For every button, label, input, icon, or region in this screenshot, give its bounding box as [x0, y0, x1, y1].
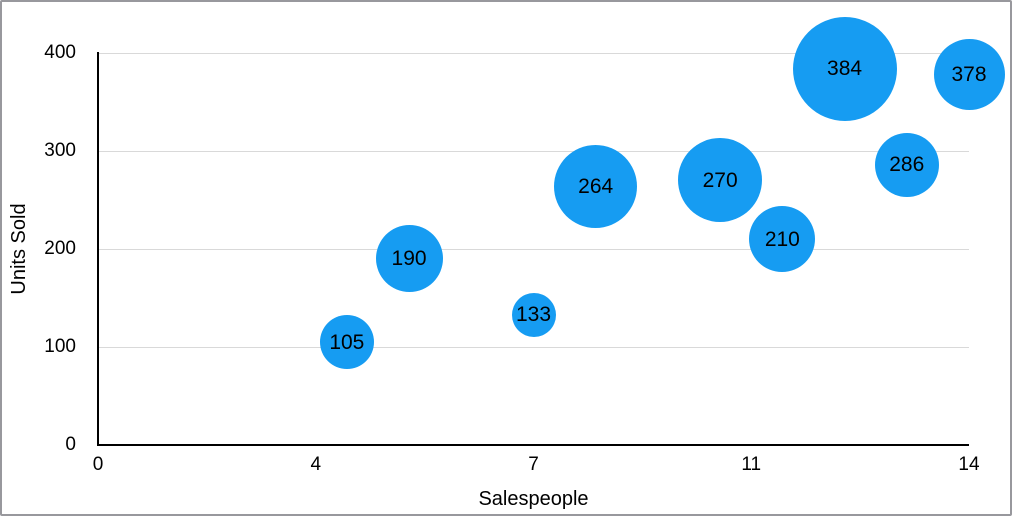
y-axis-line [97, 52, 99, 446]
x-tick-label-4: 4 [310, 454, 322, 475]
bubble-264[interactable]: 264 [554, 144, 638, 228]
bubble-value-label: 264 [578, 174, 614, 198]
bubble-value-label: 190 [391, 247, 427, 271]
bubble-value-label: 270 [702, 168, 738, 192]
y-tick-label-200: 200 [44, 238, 76, 259]
bubble-270[interactable]: 270 [678, 138, 763, 223]
bubble-190[interactable]: 190 [375, 225, 443, 293]
x-axis-title: Salespeople [478, 488, 589, 510]
y-tick-label-0: 0 [65, 434, 76, 455]
bubble-value-label: 105 [329, 330, 365, 354]
bubble-384[interactable]: 384 [792, 16, 897, 121]
bubble-210[interactable]: 210 [749, 206, 816, 273]
x-axis-line [97, 444, 969, 446]
y-tick-label-400: 400 [44, 42, 76, 63]
bubble-value-label: 210 [764, 227, 800, 251]
gridline-y-400 [98, 53, 969, 54]
gridline-y-300 [98, 151, 969, 152]
bubble-105[interactable]: 105 [319, 315, 374, 370]
bubble-value-label: 384 [827, 57, 863, 81]
gridline-y-100 [98, 347, 969, 348]
bubble-value-label: 133 [515, 303, 552, 327]
x-tick-label-14: 14 [958, 454, 980, 475]
bubble-133[interactable]: 133 [511, 292, 556, 337]
y-tick-label-100: 100 [44, 336, 76, 357]
bubble-value-label: 286 [889, 153, 925, 177]
y-tick-label-300: 300 [44, 140, 76, 161]
x-tick-label-0: 0 [92, 454, 104, 475]
x-tick-label-11: 11 [741, 454, 762, 475]
bubble-378[interactable]: 378 [933, 39, 1005, 111]
bubble-286[interactable]: 286 [874, 132, 939, 197]
x-tick-label-7: 7 [528, 454, 539, 475]
gridline-y-200 [98, 249, 969, 250]
bubble-value-label: 378 [951, 63, 987, 87]
